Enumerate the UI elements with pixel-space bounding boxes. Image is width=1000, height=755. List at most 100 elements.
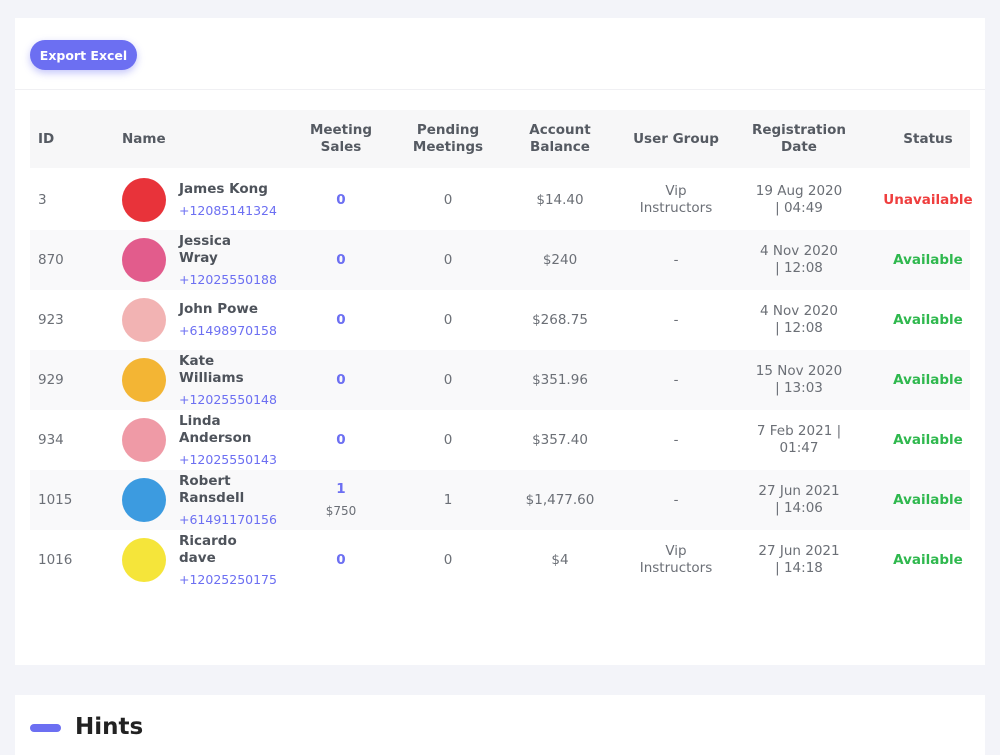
cell: 0 (398, 290, 498, 350)
cell: 19 Aug 2020 | 04:49 (748, 170, 850, 230)
account-balance: $1,477.60 (525, 491, 595, 508)
meeting-sales: 0 (336, 551, 346, 568)
cell: 3 (38, 170, 108, 230)
cell: 4 Nov 2020 | 12:08 (748, 230, 850, 290)
cell: 929 (38, 350, 108, 410)
cell: 0 (301, 530, 381, 590)
cell: 0 (398, 170, 498, 230)
status: Available (893, 311, 963, 328)
divider (15, 89, 985, 90)
header-cell: Pending Meetings (398, 110, 498, 168)
header-label: Account Balance (529, 122, 591, 155)
user-phone: +61498970158 (179, 323, 277, 338)
name-cell: John Powe +61498970158 (179, 290, 277, 350)
meeting-amount: $750 (325, 503, 357, 518)
user-id: 1015 (38, 491, 73, 508)
status: Available (893, 371, 963, 388)
user-group: Vip Instructors (639, 543, 713, 576)
status: Available (893, 251, 963, 268)
user-id: 1016 (38, 551, 73, 568)
header-label: User Group (633, 130, 719, 147)
account-balance: $357.40 (532, 431, 588, 448)
account-balance: $240 (542, 251, 578, 268)
cell: Vip Instructors (625, 530, 727, 590)
avatar (122, 358, 166, 402)
user-group: - (673, 251, 679, 268)
user-name[interactable]: Ricardo dave (179, 532, 237, 566)
registration-date: 7 Feb 2021 | 01:47 (756, 423, 842, 456)
table-row[interactable]: 923 John Powe +61498970158 0 0 $268.75 - 4 Nov … (30, 290, 970, 350)
user-name[interactable]: James Kong (179, 181, 268, 197)
user-group: - (673, 491, 679, 508)
cell: 0 (398, 530, 498, 590)
name-cell: Linda Anderson +12025550143 (179, 410, 277, 470)
user-phone: +12025250175 (179, 571, 277, 587)
pending-meetings: 0 (443, 551, 453, 568)
cell: 0 (301, 410, 381, 470)
cell: Available (880, 290, 976, 350)
name-cell: Jessica Wray +12025550188 (179, 230, 277, 290)
user-name[interactable]: Robert Ransdell (179, 472, 245, 506)
avatar (122, 238, 166, 282)
hints-marker (30, 724, 61, 732)
hints-card (15, 695, 985, 755)
cell: 1 (398, 470, 498, 530)
table-row[interactable]: 929 Kate Williams +12025550148 0 0 $351.96 - 15… (30, 350, 970, 410)
registration-date: 27 Jun 2021 | 14:06 (758, 483, 840, 516)
name-cell: James Kong +12085141324 (179, 170, 277, 230)
user-name[interactable]: John Powe (179, 301, 259, 317)
header-label: Status (903, 130, 953, 147)
pending-meetings: 1 (443, 491, 453, 508)
header-cell: Status (880, 110, 976, 168)
cell: - (625, 230, 727, 290)
table-row[interactable]: 870 Jessica Wray +12025550188 0 0 $240 - 4 Nov … (30, 230, 970, 290)
status: Available (893, 491, 963, 508)
avatar (122, 298, 166, 342)
meeting-sales: 1 (336, 480, 346, 497)
cell: - (625, 410, 727, 470)
hints-title: Hints (75, 714, 144, 740)
header-label: Meeting Sales (309, 122, 373, 155)
cell: 1 $750 (301, 470, 381, 530)
cell: 0 (301, 290, 381, 350)
table-row[interactable]: 3 James Kong +12085141324 0 0 $14.40 Vip Instr… (30, 170, 973, 230)
user-phone: +12025550188 (179, 271, 277, 287)
name-cell: Kate Williams +12025550148 (179, 350, 277, 410)
pending-meetings: 0 (443, 431, 453, 448)
user-name[interactable]: Kate Williams (179, 352, 244, 386)
cell: 27 Jun 2021 | 14:18 (748, 530, 850, 590)
export-button[interactable]: Export Excel (30, 40, 137, 70)
cell: 0 (301, 350, 381, 410)
cell: Available (880, 470, 976, 530)
header-cell: ID (38, 110, 108, 168)
table-row[interactable]: 1016 Ricardo dave +12025250175 0 0 $4 Vip Inst… (30, 530, 970, 590)
header-label: Pending Meetings (412, 122, 484, 155)
cell: 870 (38, 230, 108, 290)
header-cell: Name (122, 110, 292, 168)
user-phone: +12025550143 (179, 451, 277, 467)
meeting-sales: 0 (336, 431, 346, 448)
meeting-sales: 0 (336, 251, 346, 268)
cell: Available (880, 410, 976, 470)
user-id: 923 (38, 311, 64, 328)
cell: $357.40 (505, 410, 615, 470)
user-name[interactable]: Jessica Wray (179, 232, 231, 266)
user-name[interactable]: Linda Anderson (179, 412, 252, 446)
cell: 934 (38, 410, 108, 470)
cell: 27 Jun 2021 | 14:06 (748, 470, 850, 530)
meeting-sales: 0 (336, 371, 346, 388)
table-row[interactable]: 934 Linda Anderson +12025550143 0 0 $357.40 - 7… (30, 410, 970, 470)
account-balance: $351.96 (532, 371, 588, 388)
user-group: Vip Instructors (639, 183, 713, 216)
cell: 0 (398, 350, 498, 410)
header-label: Name (122, 130, 166, 147)
table-row[interactable]: 1015 Robert Ransdell +61491170156 1 $750 1 $1,… (30, 470, 970, 530)
cell: - (625, 350, 727, 410)
registration-date: 15 Nov 2020 | 13:03 (755, 363, 843, 396)
user-phone: +61491170156 (179, 511, 277, 527)
cell: 923 (38, 290, 108, 350)
header-label: Registration Date (751, 122, 847, 155)
avatar (122, 418, 166, 462)
name-cell: Ricardo dave +12025250175 (179, 530, 277, 590)
